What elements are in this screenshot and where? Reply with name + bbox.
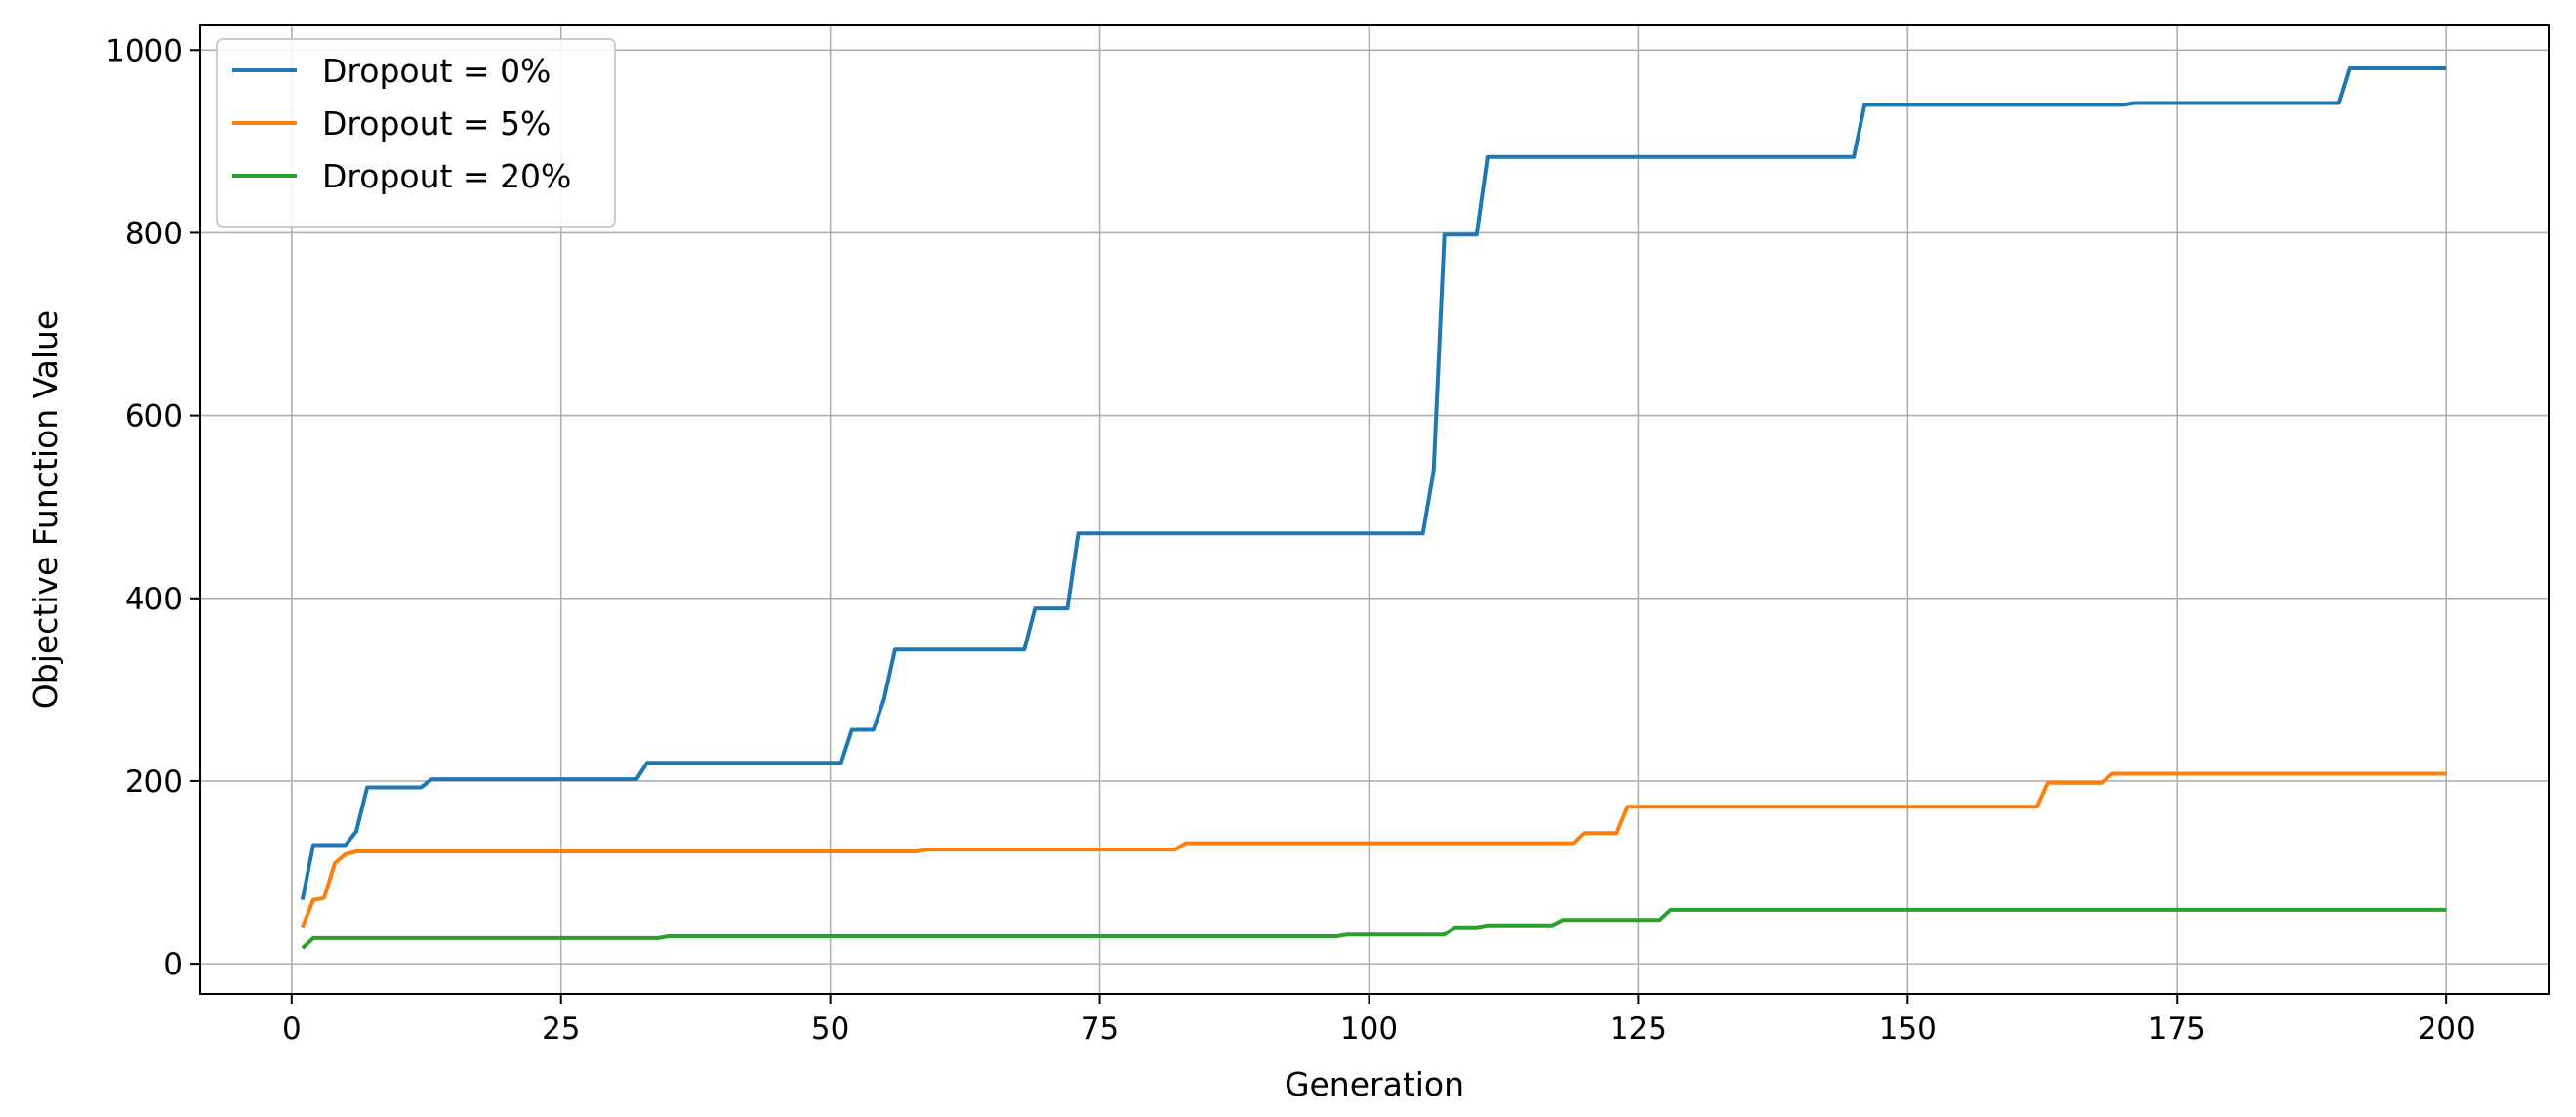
plot-frame (199, 24, 2550, 995)
y-tick-label: 600 (125, 399, 183, 434)
y-axis-ticks: 0 200 400 600 800 1000 (105, 33, 200, 982)
series-line-2 (301, 907, 2447, 950)
legend-label-0: Dropout = 0% (322, 52, 551, 90)
grid-lines (200, 25, 2549, 994)
y-tick-label: 200 (125, 765, 183, 800)
series-layer (300, 66, 2447, 950)
x-tick-label: 200 (2418, 1012, 2475, 1047)
y-tick-label: 1000 (105, 33, 183, 68)
x-tick-label: 125 (1610, 1012, 1667, 1047)
legend-label-2: Dropout = 20% (322, 157, 571, 195)
x-tick-label: 75 (1081, 1012, 1119, 1047)
x-tick-label: 50 (811, 1012, 849, 1047)
x-tick-label: 100 (1340, 1012, 1398, 1047)
x-axis-ticks: 0 25 50 75 100 125 150 175 200 (282, 994, 2475, 1047)
y-tick-label: 0 (163, 947, 183, 982)
x-tick-label: 175 (2148, 1012, 2206, 1047)
x-tick-label: 150 (1879, 1012, 1937, 1047)
x-axis-label: Generation (1285, 1065, 1464, 1103)
legend: Dropout = 0% Dropout = 5% Dropout = 20% (216, 38, 616, 228)
legend-box (216, 38, 616, 228)
x-tick-label: 0 (282, 1012, 302, 1047)
y-tick-label: 400 (125, 582, 183, 617)
legend-label-1: Dropout = 5% (322, 104, 551, 143)
series-line-1 (300, 771, 2447, 929)
y-tick-label: 800 (125, 216, 183, 251)
series-line-0 (300, 66, 2447, 900)
y-axis-label: Objective Function Value (26, 310, 64, 709)
x-tick-label: 25 (542, 1012, 580, 1047)
